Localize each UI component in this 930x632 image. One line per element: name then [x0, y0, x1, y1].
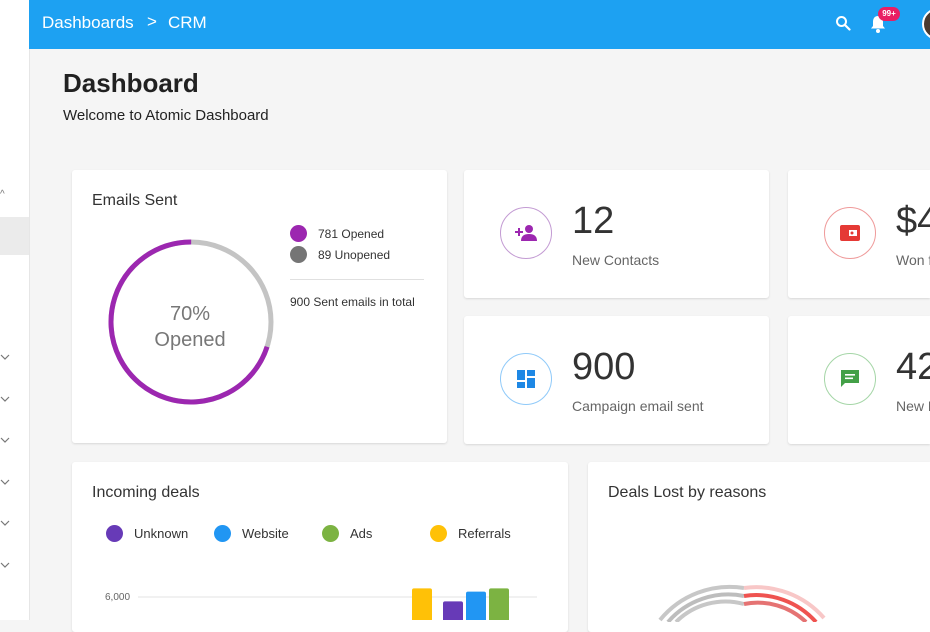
card-title: Deals Lost by reasons: [608, 484, 767, 501]
wallet-icon: [824, 207, 876, 259]
chevron-down-icon[interactable]: [0, 352, 10, 362]
chevron-down-icon[interactable]: [0, 560, 10, 570]
bar-website: [466, 591, 486, 620]
message-icon: [824, 353, 876, 405]
page-subtitle: Welcome to Atomic Dashboard: [63, 107, 269, 124]
legend-label: Website: [242, 526, 289, 541]
radial-ring: [743, 600, 808, 622]
bar-referrals: [412, 588, 432, 620]
chevron-down-icon[interactable]: [0, 435, 10, 445]
bar-ads: [489, 588, 509, 620]
top-bar: Dashboards > CRM 99+: [29, 0, 930, 49]
stat-value: 42: [896, 346, 930, 388]
legend-unopened: 89 Unopened: [290, 246, 390, 263]
legend-label: Ads: [350, 526, 373, 541]
legend-label: Unknown: [134, 526, 189, 541]
stat-label: Campaign email sent: [572, 398, 704, 414]
radial-ring: [743, 593, 818, 622]
emails-sent-card: Emails Sent 70% Opened 781 Opened 89 Uno…: [72, 170, 447, 443]
sidebar-item-active[interactable]: [0, 217, 29, 255]
breadcrumb-separator: >: [147, 12, 157, 31]
incoming-deals-card: Incoming deals Unknown Website Ads Refer…: [72, 462, 568, 632]
y-tick-label: 6,000: [105, 592, 131, 603]
stat-label: New Contacts: [572, 252, 660, 268]
donut-opened-arc: [108, 239, 274, 405]
incoming-deals-chart: [138, 588, 537, 620]
stat-label: New D: [896, 398, 930, 414]
deals-lost-radial-chart: [658, 584, 826, 622]
chevron-down-icon[interactable]: [0, 394, 10, 404]
stat-label: Won f: [896, 252, 930, 268]
add-contact-icon: [500, 207, 552, 259]
legend-label: Referrals: [458, 526, 511, 541]
legend-unknown[interactable]: Unknown: [106, 525, 188, 542]
legend-dot: [430, 525, 447, 542]
donut-percent: 70%: [169, 303, 211, 325]
radial-ring: [666, 592, 745, 622]
bar-unknown: [443, 601, 463, 620]
legend-dot: [214, 525, 231, 542]
legend-dot: [106, 525, 123, 542]
stat-card-won: $4 Won f: [788, 170, 930, 298]
emails-total: 900 Sent emails in total: [290, 295, 415, 309]
radial-ring: [674, 599, 745, 622]
dashboard-icon: [500, 353, 552, 405]
page-title: Dashboard: [63, 68, 199, 98]
legend-dot: [290, 246, 307, 263]
legend-website[interactable]: Website: [214, 525, 289, 542]
stat-card-campaign: 900 Campaign email sent: [464, 316, 769, 444]
emails-donut: [108, 239, 274, 405]
deals-lost-card: Deals Lost by reasons: [588, 462, 930, 632]
legend-dot: [322, 525, 339, 542]
legend-opened: 781 Opened: [290, 225, 384, 242]
legend-label: 89 Unopened: [318, 247, 391, 262]
breadcrumb-crm[interactable]: CRM: [168, 13, 207, 32]
legend-dot: [290, 225, 307, 242]
legend-ads[interactable]: Ads: [322, 525, 372, 542]
search-icon[interactable]: [835, 15, 851, 31]
sidebar: ^: [0, 0, 30, 620]
chevron-up-icon[interactable]: ^: [0, 189, 5, 200]
avatar[interactable]: [922, 8, 930, 40]
stat-card-new-contacts: 12 New Contacts: [464, 170, 769, 298]
chevron-down-icon[interactable]: [0, 477, 10, 487]
breadcrumb-dashboards[interactable]: Dashboards: [42, 13, 134, 32]
radial-ring: [658, 584, 745, 622]
stat-value: 900: [572, 346, 636, 388]
donut-caption: Opened: [154, 329, 226, 351]
legend-label: 781 Opened: [318, 226, 385, 241]
card-title: Incoming deals: [92, 484, 200, 501]
chevron-down-icon[interactable]: [0, 518, 10, 528]
radial-ring: [743, 585, 826, 620]
card-title: Emails Sent: [92, 192, 178, 209]
stat-value: 12: [572, 200, 615, 242]
stat-card-new-deals: 42 New D: [788, 316, 930, 444]
notification-badge: 99+: [878, 7, 900, 21]
stat-value: $4: [896, 200, 930, 242]
divider: [290, 279, 424, 280]
legend-referrals[interactable]: Referrals: [430, 525, 511, 542]
